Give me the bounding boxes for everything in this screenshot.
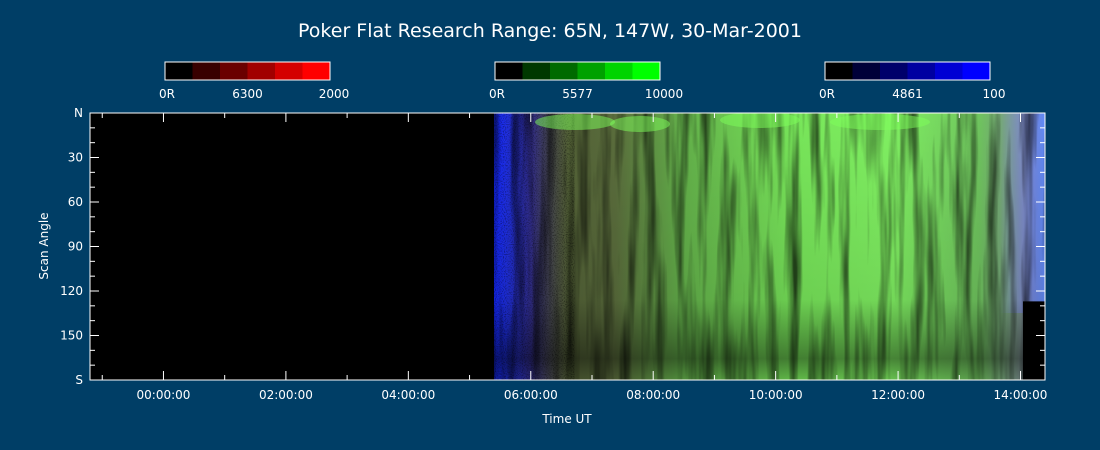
colorbar-max-label: 100 [983, 87, 1006, 101]
colorbar-segment [550, 62, 578, 80]
aurora-intensity-image [494, 113, 1045, 380]
colorbar-min-label: 0R [159, 87, 175, 101]
chart-title: Poker Flat Research Range: 65N, 147W, 30… [298, 20, 802, 42]
x-tick-label: 06:00:00 [504, 388, 558, 402]
north-arc [535, 114, 615, 130]
colorbar-segment [935, 62, 963, 80]
noise-speckle [494, 113, 575, 380]
colorbar-segment [220, 62, 248, 80]
colorbar-segment [247, 62, 276, 80]
y-tick-label: 90 [68, 240, 83, 254]
y-axis-label: Scan Angle [37, 212, 51, 279]
colorbar-wavelength-label: 4861 [892, 87, 923, 101]
colorbar-4861: 0R 4861 100 [819, 61, 1006, 101]
colorbar-segment [302, 62, 331, 80]
colorbar-segment [962, 62, 991, 80]
y-tick-label: S [75, 373, 83, 387]
north-arc [720, 113, 800, 128]
colorbar-segment [522, 62, 551, 80]
y-tick-label: 60 [68, 195, 83, 209]
x-tick-label: 10:00:00 [749, 388, 803, 402]
colorbar-segment [165, 62, 193, 80]
auroral-streaks [494, 113, 1045, 380]
colorbar-segment [880, 62, 908, 80]
x-tick-label: 02:00:00 [259, 388, 313, 402]
end-data-gap [1023, 301, 1045, 380]
colorbar-min-label: 0R [819, 87, 835, 101]
x-tick-label: 14:00:00 [994, 388, 1048, 402]
plot-area [89, 112, 1046, 381]
colorbar-max-label: 10000 [645, 87, 683, 101]
colorbar-frame [494, 61, 661, 81]
colorbar-5577: 0R 5577 10000 [489, 61, 683, 101]
y-tick-label: 150 [60, 329, 83, 343]
colorbar-min-label: 0R [489, 87, 505, 101]
x-tick-label: 08:00:00 [626, 388, 680, 402]
colorbar-segment [907, 62, 936, 80]
colorbar-segment [192, 62, 221, 80]
colorbar-max-label: 2000 [319, 87, 350, 101]
colorbar-segment [852, 62, 881, 80]
colorbar-frame [824, 61, 991, 81]
x-tick-label: 04:00:00 [381, 388, 435, 402]
x-axis-label: Time UT [541, 412, 592, 426]
colorbar-segment [632, 62, 661, 80]
colorbar-wavelength-label: 5577 [562, 87, 593, 101]
y-axis: N 30 60 90 120 150 S [60, 106, 1045, 387]
colorbar-segment [275, 62, 303, 80]
colorbar-frame [164, 61, 331, 81]
x-axis: 00:00:00 02:00:00 04:00:00 06:00:00 08:00:00… [101, 113, 1048, 402]
colorbar-wavelength-label: 6300 [232, 87, 263, 101]
north-arc [610, 116, 670, 132]
y-tick-label: N [74, 106, 83, 120]
x-tick-label: 00:00:00 [137, 388, 191, 402]
colorbar-segment [825, 62, 853, 80]
x-tick-label: 12:00:00 [871, 388, 925, 402]
colorbar-legends: 0R 6300 2000 0R 5577 10000 0R 4861 100 [159, 61, 1006, 101]
colorbar-6300: 0R 6300 2000 [159, 61, 350, 101]
colorbar-segment [495, 62, 523, 80]
colorbar-segment [605, 62, 633, 80]
colorbar-segment [577, 62, 606, 80]
north-arc [830, 114, 930, 130]
y-tick-label: 30 [68, 151, 83, 165]
y-tick-label: 120 [60, 284, 83, 298]
